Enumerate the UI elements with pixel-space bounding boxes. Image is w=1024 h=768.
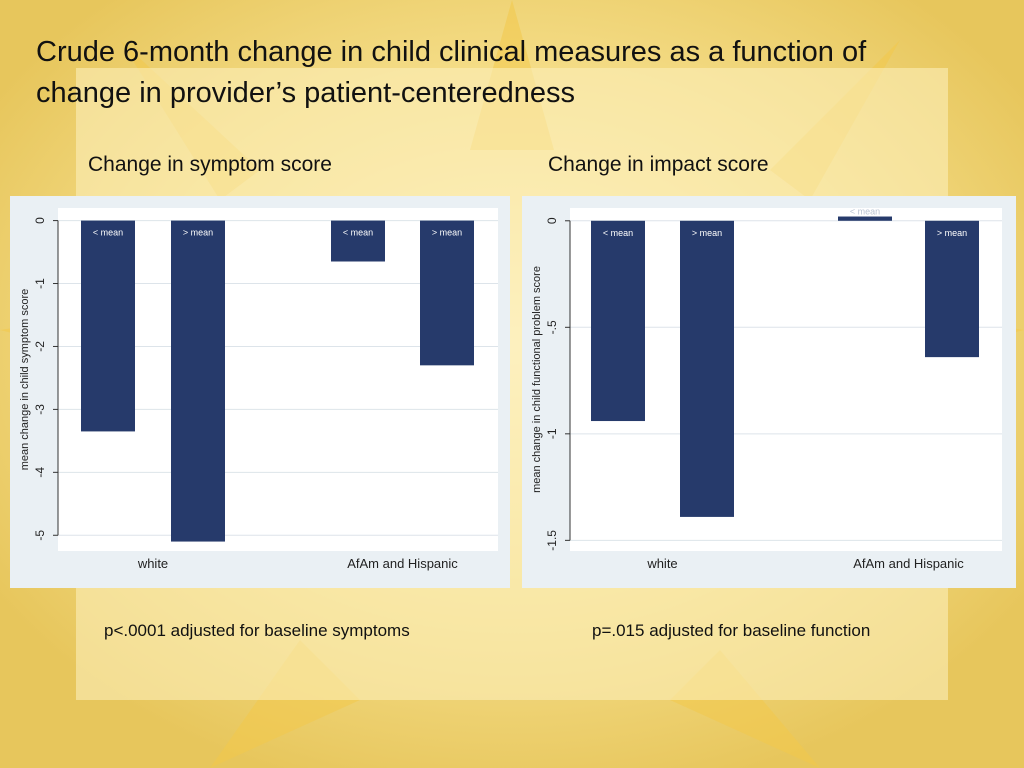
symptom-ytick-label: -1 — [33, 278, 47, 289]
symptom-chart-title: Change in symptom score — [88, 153, 332, 176]
symptom-bar — [420, 220, 474, 366]
symptom-ytick-label: 0 — [33, 217, 47, 224]
symptom-chart: 0 -1 -2 -3 -4 -5 mean change in child symptom … — [10, 196, 510, 588]
impact-bar — [591, 220, 645, 422]
impact-bar — [925, 220, 979, 358]
impact-ytick-label: -.5 — [545, 320, 559, 334]
symptom-ytick-label: -5 — [33, 530, 47, 541]
impact-ytick-label: 0 — [545, 217, 559, 224]
impact-bar-label: < mean — [603, 228, 633, 238]
impact-group-label: white — [646, 556, 677, 571]
symptom-ytick-label: -2 — [33, 341, 47, 352]
symptom-bar — [171, 220, 225, 542]
symptom-bar — [81, 220, 135, 432]
impact-ytick-label: -1.5 — [545, 530, 559, 551]
impact-chart-title: Change in impact score — [548, 153, 769, 176]
symptom-bar-label: > mean — [183, 228, 213, 238]
impact-y-axis-label: mean change in child functional problem … — [531, 266, 543, 493]
impact-chart: 0 -.5 -1 -1.5 mean change in child functiona… — [522, 196, 1016, 588]
symptom-bar-label: < mean — [93, 228, 123, 238]
symptom-group-label: AfAm and Hispanic — [347, 556, 458, 571]
impact-ytick-label: -1 — [545, 428, 559, 439]
impact-bar-label: < mean — [850, 207, 880, 217]
symptom-bar-label: < mean — [343, 228, 373, 238]
impact-chart-panel: 0 -.5 -1 -1.5 mean change in child functiona… — [522, 196, 1016, 588]
impact-bar-label: > mean — [692, 228, 722, 238]
impact-bar — [838, 216, 892, 221]
symptom-ytick-label: -4 — [33, 467, 47, 478]
impact-bar — [680, 220, 734, 517]
symptom-footnote: p<.0001 adjusted for baseline symptoms — [104, 621, 410, 640]
symptom-y-axis-label: mean change in child symptom score — [19, 289, 31, 471]
impact-group-label: AfAm and Hispanic — [853, 556, 964, 571]
impact-bar-label: > mean — [937, 228, 967, 238]
symptom-bar — [331, 220, 385, 262]
impact-footnote: p=.015 adjusted for baseline function — [592, 621, 871, 640]
symptom-chart-panel: 0 -1 -2 -3 -4 -5 mean change in child symptom … — [10, 196, 510, 588]
symptom-group-label: white — [137, 556, 168, 571]
symptom-ytick-label: -3 — [33, 404, 47, 415]
slide-title: Crude 6-month change in child clinical m… — [36, 36, 867, 109]
symptom-bar-label: > mean — [432, 228, 462, 238]
